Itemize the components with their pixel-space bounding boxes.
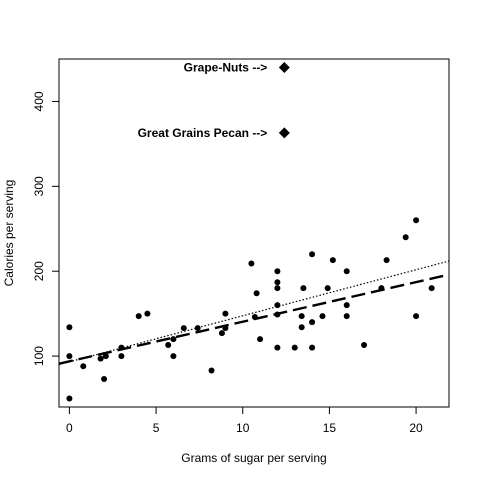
data-point — [274, 268, 281, 275]
data-point — [343, 313, 350, 320]
highlight-diamond-point — [278, 61, 290, 73]
point-annotation: Great Grains Pecan --> — [138, 126, 268, 140]
y-tick-label: 100 — [32, 346, 46, 366]
data-point — [413, 313, 420, 320]
plot-frame — [58, 58, 450, 408]
data-point — [222, 325, 229, 332]
data-point — [383, 257, 390, 264]
data-point — [251, 314, 258, 321]
data-point — [66, 395, 73, 402]
data-point — [291, 344, 298, 351]
y-axis: 100 200 300 400 — [32, 91, 60, 366]
data-point — [343, 302, 350, 309]
data-point — [274, 311, 281, 318]
data-point — [274, 344, 281, 351]
data-point — [170, 336, 177, 343]
data-point — [413, 217, 420, 224]
data-point — [298, 313, 305, 320]
data-point — [218, 330, 225, 337]
data-point — [324, 285, 331, 292]
data-point — [274, 279, 281, 286]
x-tick-label: 0 — [66, 421, 73, 435]
x-tick-label: 20 — [409, 421, 423, 435]
data-point — [170, 353, 177, 360]
point-annotation: Grape-Nuts --> — [184, 60, 268, 74]
dotted-fit-line — [59, 260, 449, 366]
data-point — [309, 344, 316, 351]
data-point — [165, 342, 172, 349]
data-point — [319, 313, 326, 320]
highlighted-points: Grape-Nuts --> Great Grains Pecan --> — [138, 60, 290, 140]
data-point — [66, 353, 73, 360]
data-point — [274, 285, 281, 292]
data-point — [135, 313, 142, 320]
data-point — [194, 325, 201, 332]
data-point — [402, 234, 409, 241]
data-point — [300, 285, 307, 292]
data-point — [97, 355, 104, 362]
fit-lines — [59, 260, 449, 366]
data-point — [144, 310, 151, 317]
data-point — [118, 344, 125, 351]
data-point — [80, 363, 87, 370]
x-tick-label: 15 — [323, 421, 337, 435]
data-point — [361, 342, 368, 349]
y-tick-label: 300 — [32, 176, 46, 196]
data-point — [118, 353, 125, 360]
data-point — [180, 325, 187, 332]
highlight-diamond-point — [278, 127, 290, 139]
data-point — [102, 353, 109, 360]
data-points — [66, 217, 435, 402]
y-tick-label: 200 — [32, 261, 46, 281]
data-point — [309, 319, 316, 326]
data-point — [274, 302, 281, 309]
data-point — [428, 285, 435, 292]
data-point — [101, 375, 108, 382]
data-point — [253, 290, 260, 297]
data-point — [66, 324, 73, 331]
data-point — [378, 285, 385, 292]
x-tick-label: 10 — [236, 421, 250, 435]
data-point — [222, 310, 229, 317]
data-point — [343, 268, 350, 275]
x-axis-title: Grams of sugar per serving — [181, 451, 326, 465]
data-point — [329, 257, 336, 264]
x-tick-label: 5 — [153, 421, 160, 435]
x-axis: 0 5 10 15 20 — [66, 406, 423, 435]
data-point — [309, 251, 316, 258]
data-point — [298, 324, 305, 331]
data-point — [208, 367, 215, 374]
data-point — [257, 336, 264, 343]
y-tick-label: 400 — [32, 91, 46, 111]
y-axis-title: Calories per serving — [2, 180, 16, 287]
data-point — [248, 260, 255, 267]
